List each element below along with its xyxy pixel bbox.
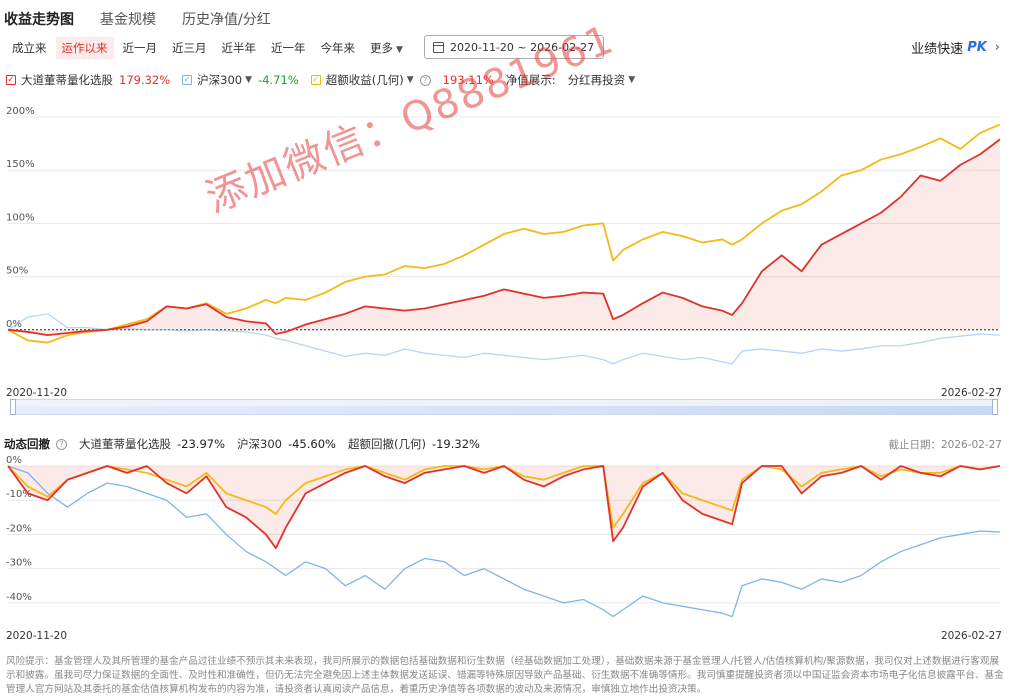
drawdown-title: 动态回撤: [4, 437, 50, 451]
calendar-icon: [433, 41, 444, 53]
checkbox-checked-icon[interactable]: ✓: [6, 74, 16, 85]
main-area-0: [8, 139, 1000, 336]
dd-series-line-0: [7, 465, 1001, 550]
drawdown-fund-value: -23.97%: [177, 437, 225, 451]
legend-index-name: 沪深300: [197, 73, 243, 87]
drawdown-excess: 超额回撤(几何) -19.32%: [348, 436, 480, 452]
period-3m[interactable]: 近三月: [172, 41, 207, 55]
dd-x-start-label: 2020-11-20: [6, 630, 68, 642]
checkbox-checked-icon[interactable]: ✓: [182, 74, 193, 85]
drawdown-excess-name: 超额回撤(几何): [347, 437, 426, 451]
drawdown-fund: 大道董蒂量化选股 -23.97%: [79, 436, 225, 452]
main-y-tick-label: 150%: [6, 159, 35, 170]
help-icon[interactable]: ?: [56, 438, 67, 450]
chart-legend: ✓ 大道董蒂量化选股 179.32% ✓ 沪深300 ▼ -4.71% ✓ 超额收…: [6, 71, 647, 89]
date-range-text: 2020-11-20 ~ 2026-02-27: [450, 40, 595, 54]
dd-y-tick-label: -30%: [6, 558, 32, 569]
nav-display-value: 分红再投资: [567, 73, 626, 87]
tab-history-nav[interactable]: 历史净值/分红: [182, 12, 271, 28]
dd-series-line-2: [7, 465, 1001, 529]
main-y-tick-label: 0%: [6, 319, 22, 330]
dd-area-0: [8, 466, 1000, 549]
dd-x-end-label: 2026-02-27: [940, 630, 1002, 642]
drawdown-index-name: 沪深300: [237, 437, 282, 451]
legend-index[interactable]: ✓ 沪深300 ▼ -4.71%: [182, 72, 299, 88]
main-y-tick-label: 200%: [6, 106, 35, 117]
risk-disclaimer: 风险提示：基金管理人及其所管理的基金产品过往业绩不预示其未来表现，我司所展示的数…: [6, 656, 1004, 695]
caret-down-icon[interactable]: ▼: [245, 75, 253, 85]
legend-excess-value: 193.11%: [442, 73, 494, 87]
period-ytd[interactable]: 今年来: [320, 41, 356, 55]
dd-series-line-1: [7, 465, 1001, 618]
drawdown-chart[interactable]: 0% -10% -20% -30% -40%: [0, 455, 1014, 625]
tab-fund-size[interactable]: 基金规模: [100, 12, 156, 28]
legend-fund-name: 大道董蒂量化选股: [21, 73, 113, 87]
return-trend-chart[interactable]: 200% 150% 100% 50% 0%: [0, 100, 1014, 385]
legend-index-value: -4.71%: [258, 73, 299, 87]
chevron-right-icon: ›: [994, 40, 1000, 55]
range-slider[interactable]: [10, 399, 998, 415]
caret-down-icon: ▼: [396, 45, 403, 55]
main-x-start-label: 2020-11-20: [6, 387, 68, 399]
drawdown-excess-value: -19.32%: [431, 437, 480, 451]
dd-y-tick-label: -20%: [6, 523, 32, 534]
drawdown-index: 沪深300 -45.60%: [237, 436, 336, 452]
period-since-inception[interactable]: 成立来: [12, 41, 47, 55]
period-more-label: 更多: [370, 41, 393, 55]
drawdown-index-value: -45.60%: [287, 437, 336, 451]
legend-excess-name: 超额收益(几何): [325, 73, 404, 87]
chart-tabs: 收益走势图 基金规模 历史净值/分红: [4, 8, 271, 30]
period-1y[interactable]: 近一年: [271, 41, 306, 55]
caret-down-icon: ▼: [628, 75, 636, 85]
dd-y-tick-label: -10%: [6, 489, 32, 500]
period-since-operation[interactable]: 运作以来: [55, 37, 114, 59]
legend-excess[interactable]: ✓ 超额收益(几何) ▼ ? 193.11%: [310, 72, 494, 88]
range-slider-fill: [11, 406, 997, 414]
period-6m[interactable]: 近半年: [221, 41, 257, 55]
drawdown-fund-name: 大道董蒂量化选股: [79, 437, 171, 451]
date-range-picker[interactable]: 2020-11-20 ~ 2026-02-27: [424, 35, 604, 59]
main-y-tick-label: 50%: [6, 266, 28, 277]
dd-y-tick-label: 0%: [6, 455, 22, 466]
nav-display: 净值展示:: [506, 72, 556, 88]
period-more-dropdown[interactable]: 更多 ▼: [364, 37, 409, 59]
range-handle-right[interactable]: [992, 399, 998, 415]
pk-badge: PK: [967, 40, 987, 55]
nav-display-select[interactable]: 分红再投资 ▼: [568, 72, 635, 88]
main-series-line-0: [7, 138, 1001, 337]
drawdown-header: 动态回撤 ? 大道董蒂量化选股 -23.97% 沪深300 -45.60% 超额回撤…: [4, 436, 480, 452]
main-series-line-1: [7, 313, 1001, 365]
legend-fund-value: 179.32%: [119, 73, 171, 87]
main-x-end-label: 2026-02-27: [940, 387, 1002, 399]
caret-down-icon[interactable]: ▼: [406, 75, 414, 85]
period-1m[interactable]: 近一月: [122, 41, 158, 55]
tab-return-trend[interactable]: 收益走势图: [4, 12, 74, 28]
deadline-date: 截止日期：2026-02-27: [888, 439, 1002, 451]
pk-label: 业绩快速: [911, 42, 964, 57]
legend-fund[interactable]: ✓ 大道董蒂量化选股 179.32%: [6, 72, 170, 88]
range-handle-left[interactable]: [10, 399, 16, 415]
pk-compare-link[interactable]: 业绩快速 PK ›: [911, 38, 1000, 57]
period-selector: 成立来 运作以来 近一月 近三月 近半年 近一年 今年来 更多 ▼: [6, 36, 412, 60]
nav-display-label: 净值展示:: [505, 73, 556, 87]
help-icon[interactable]: ?: [419, 74, 431, 86]
main-y-tick-label: 100%: [6, 212, 35, 223]
checkbox-checked-icon[interactable]: ✓: [310, 74, 321, 85]
dd-y-tick-label: -40%: [6, 592, 32, 603]
